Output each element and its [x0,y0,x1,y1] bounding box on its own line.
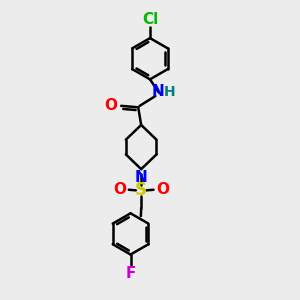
Text: O: O [105,98,118,113]
Text: H: H [164,85,176,99]
Text: S: S [135,181,147,199]
Text: N: N [152,85,165,100]
Text: N: N [135,170,148,185]
Text: O: O [113,182,126,197]
Text: O: O [157,182,169,197]
Text: F: F [125,266,136,281]
Text: Cl: Cl [142,12,158,27]
